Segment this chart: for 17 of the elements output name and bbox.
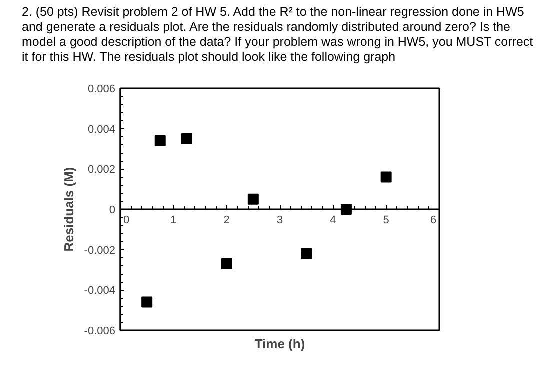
y-tick-label: -0.004	[84, 285, 116, 298]
x-tick-label: 4	[330, 214, 336, 226]
y-tick-label: 0.004	[88, 124, 116, 136]
chart-title: 2. (50 pts) Revisit problem 2 of HW 5. Add the R² to the non-linear regression done in HW5 and generate a residuals plot. Are the residuals randomly distributed around zero? Is the model a good description of the data? If your problem was wrong in HW5, you MUST correct it for this HW. The residuals plot should look like the following graph	[22, 5, 534, 65]
y-axis-title: Residuals (M)	[61, 167, 76, 252]
y-tick-label: -0.002	[84, 244, 116, 257]
x-axis-title: Time (h)	[254, 336, 306, 352]
x-tick-label: 3	[276, 214, 284, 226]
x-tick-label: 6	[430, 214, 437, 226]
y-tick-label: 0.002	[88, 164, 116, 176]
x-tick-label: 5	[383, 214, 390, 226]
y-tick-label: 0	[109, 204, 116, 216]
x-tick-label: 0	[123, 214, 130, 226]
y-tick-label: 0.006	[88, 84, 116, 96]
y-tick-label: -0.006	[84, 326, 116, 338]
x-tick-label: 1	[170, 214, 177, 226]
x-tick-label: 2	[224, 214, 230, 226]
